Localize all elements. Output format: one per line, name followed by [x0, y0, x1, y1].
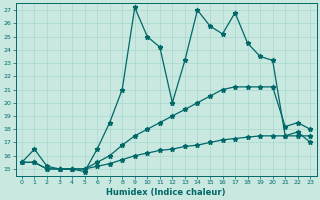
X-axis label: Humidex (Indice chaleur): Humidex (Indice chaleur) — [106, 188, 226, 197]
